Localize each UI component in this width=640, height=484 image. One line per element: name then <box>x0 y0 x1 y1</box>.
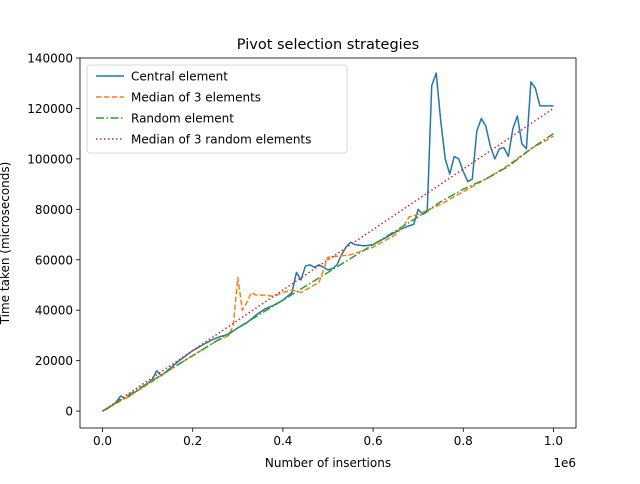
x-tick-label: 1.0 <box>544 434 563 448</box>
y-axis-label: Time taken (microseconds) <box>0 162 12 326</box>
x-tick-label: 0.4 <box>273 434 292 448</box>
x-axis: 0.0 0.2 0.4 0.6 0.8 1.0 <box>93 428 563 448</box>
y-tick-label: 0 <box>65 405 73 419</box>
x-axis-offset-label: 1e6 <box>553 456 576 470</box>
y-axis: 0 20000 40000 60000 80000 100000 120000 140000 <box>27 52 80 419</box>
y-tick-label: 20000 <box>35 354 73 368</box>
y-tick-label: 120000 <box>27 102 73 116</box>
legend-label: Median of 3 random elements <box>131 133 311 147</box>
legend-box <box>86 64 348 154</box>
y-tick-label: 100000 <box>27 152 73 166</box>
chart-title: Pivot selection strategies <box>237 37 419 53</box>
series-line-4 <box>102 107 554 412</box>
y-tick-label: 40000 <box>35 304 73 318</box>
legend-label: Random element <box>131 112 234 126</box>
plot-area <box>79 57 577 429</box>
legend-label: Median of 3 elements <box>131 91 261 105</box>
legend-label: Central element <box>131 70 228 84</box>
axes-frame <box>79 57 577 429</box>
y-tick-label: 60000 <box>35 253 73 267</box>
x-tick-label: 0.0 <box>93 434 112 448</box>
x-tick-label: 0.6 <box>364 434 383 448</box>
x-tick-label: 0.2 <box>183 434 202 448</box>
series-line-1 <box>102 72 554 412</box>
x-tick-label: 0.8 <box>454 434 473 448</box>
legend: Central element Median of 3 elements Rando… <box>86 64 348 154</box>
series-line-3 <box>102 133 554 412</box>
y-tick-label: 80000 <box>35 203 73 217</box>
x-axis-label: Number of insertions <box>265 456 391 470</box>
series-layer <box>102 72 554 412</box>
y-tick-label: 140000 <box>27 52 73 66</box>
